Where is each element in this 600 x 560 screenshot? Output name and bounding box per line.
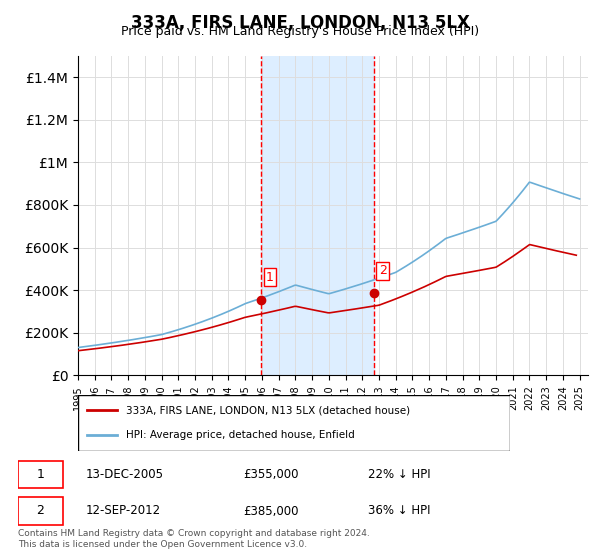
Text: 12-SEP-2012: 12-SEP-2012 bbox=[86, 505, 161, 517]
FancyBboxPatch shape bbox=[78, 395, 510, 451]
Text: 333A, FIRS LANE, LONDON, N13 5LX: 333A, FIRS LANE, LONDON, N13 5LX bbox=[131, 14, 469, 32]
Bar bbox=[261, 56, 374, 375]
Text: Contains HM Land Registry data © Crown copyright and database right 2024.
This d: Contains HM Land Registry data © Crown c… bbox=[18, 529, 370, 549]
Text: HPI: Average price, detached house, Enfield: HPI: Average price, detached house, Enfi… bbox=[125, 430, 354, 440]
Text: £355,000: £355,000 bbox=[244, 468, 299, 481]
Text: 22% ↓ HPI: 22% ↓ HPI bbox=[368, 468, 430, 481]
Text: Price paid vs. HM Land Registry's House Price Index (HPI): Price paid vs. HM Land Registry's House … bbox=[121, 25, 479, 38]
Text: 333A, FIRS LANE, LONDON, N13 5LX (detached house): 333A, FIRS LANE, LONDON, N13 5LX (detach… bbox=[125, 405, 410, 416]
Text: 1: 1 bbox=[266, 270, 274, 283]
FancyBboxPatch shape bbox=[18, 461, 63, 488]
Text: 2: 2 bbox=[379, 264, 387, 277]
Text: 2: 2 bbox=[37, 505, 44, 517]
Text: £385,000: £385,000 bbox=[244, 505, 299, 517]
Text: 36% ↓ HPI: 36% ↓ HPI bbox=[368, 505, 430, 517]
FancyBboxPatch shape bbox=[18, 497, 63, 525]
Text: 13-DEC-2005: 13-DEC-2005 bbox=[86, 468, 164, 481]
Text: 1: 1 bbox=[37, 468, 44, 481]
